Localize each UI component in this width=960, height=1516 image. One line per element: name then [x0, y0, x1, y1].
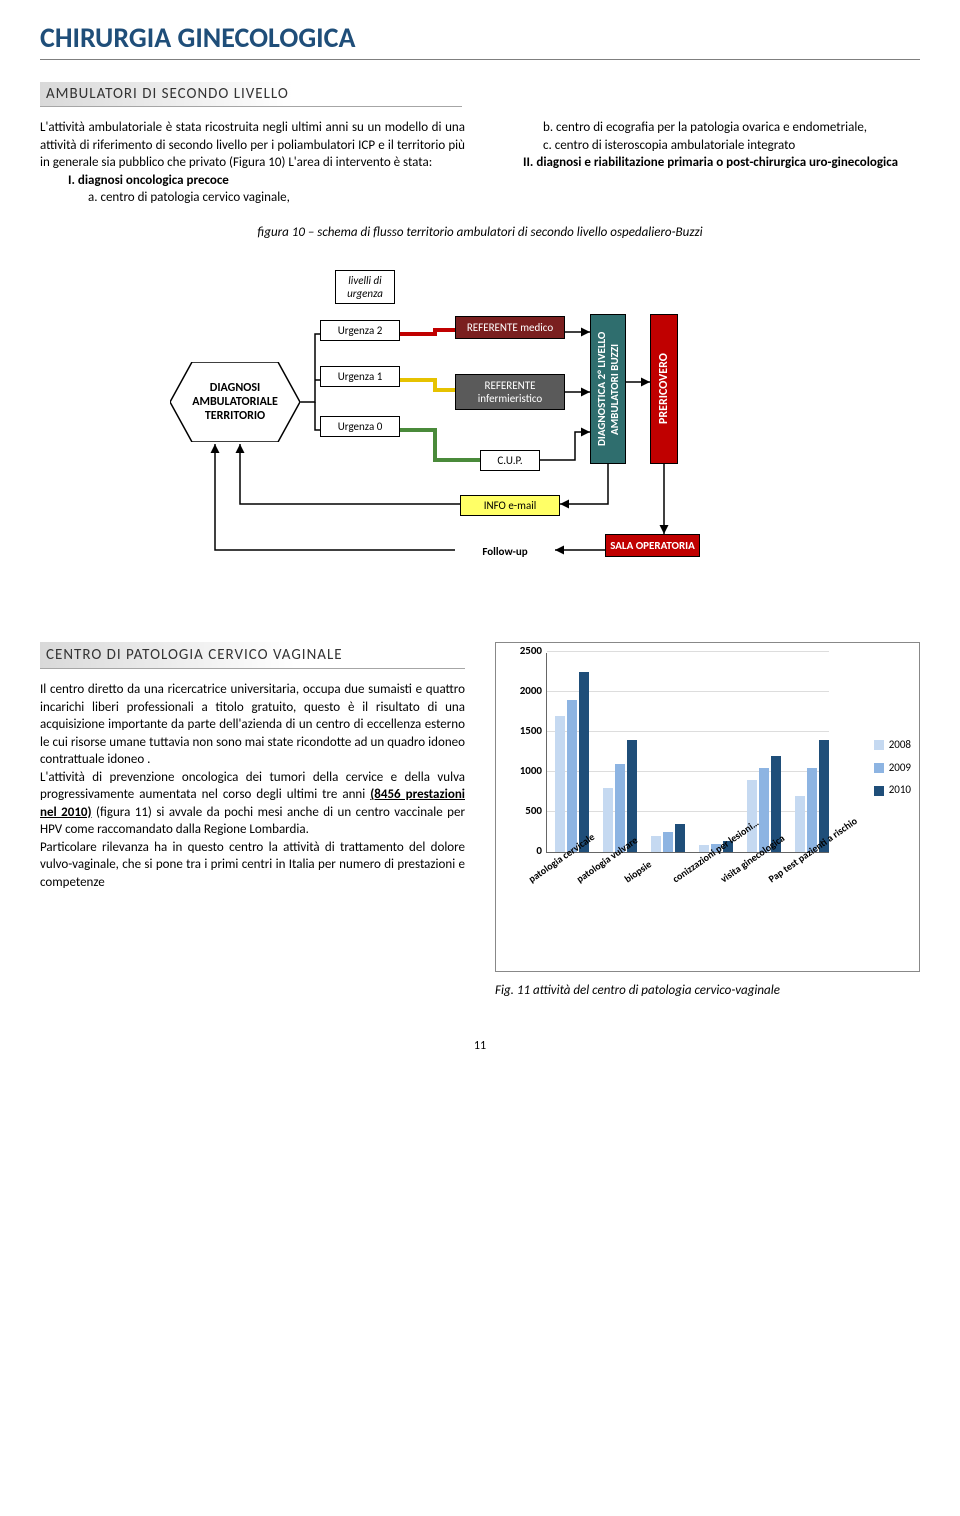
figure-11-caption: Fig. 11 attività del centro di patologia…	[495, 982, 920, 1000]
urgenza-0-box: Urgenza 0	[320, 416, 400, 437]
legend-item: 2010	[874, 783, 911, 798]
document-title: CHIRURGIA GINECOLOGICA	[40, 20, 920, 55]
prericovero-box: PRERICOVERO	[650, 314, 678, 464]
y-tick: 1000	[507, 764, 542, 779]
bar	[567, 700, 577, 852]
bar	[579, 672, 589, 852]
intro-columns: L'attività ambulatoriale è stata ricostr…	[40, 119, 920, 207]
section-heading-2: CENTRO DI PATOLOGIA CERVICO VAGINALE	[40, 642, 465, 669]
bar	[651, 836, 661, 852]
list-item-I: I. diagnosi oncologica precoce	[40, 172, 465, 190]
sala-operatoria-box: SALA OPERATORIA	[605, 534, 700, 557]
list-item-II: II. diagnosi e riabilitazione primaria o…	[495, 154, 920, 172]
bottom-columns: CENTRO DI PATOLOGIA CERVICO VAGINALE Il …	[40, 642, 920, 1000]
paragraph-2: Il centro diretto da una ricercatrice un…	[40, 681, 465, 769]
diagnostica-box: DIAGNOSTICA 2° LIVELLO AMBULATORI BUZZI	[590, 314, 626, 464]
chart-legend: 2008 2009 2010	[874, 738, 911, 807]
bar-chart: 0 500 1000 1500 2000 2500 2008 2009 2010 patolo…	[495, 642, 920, 972]
bar	[675, 824, 685, 852]
list-item-a: a. centro di patologia cervico vaginale,	[40, 189, 465, 207]
bar	[795, 796, 805, 852]
bar	[663, 832, 673, 852]
hexagon-diagnosi: DIAGNOSI AMBULATORIALE TERRITORIO	[170, 362, 300, 442]
referente-infermieristico-box: REFERENTE infermieristico	[455, 374, 565, 410]
paragraph-3: L'attività di prevenzione oncologica dei…	[40, 769, 465, 839]
y-tick: 0	[507, 844, 542, 859]
page-number: 11	[40, 1039, 920, 1053]
referente-medico-box: REFERENTE medico	[455, 316, 565, 339]
info-email-box: INFO e-mail	[460, 495, 560, 516]
bar-group	[651, 824, 687, 852]
cup-box: C.U.P.	[480, 450, 540, 471]
y-tick: 2500	[507, 644, 542, 659]
bar	[603, 788, 613, 852]
x-label: visita ginecologica	[718, 869, 734, 886]
bar-group	[555, 672, 591, 852]
livelli-box: livelli di urgenza	[335, 270, 395, 304]
y-tick: 2000	[507, 684, 542, 699]
y-tick: 500	[507, 804, 542, 819]
section-heading-1: AMBULATORI DI SECONDO LIVELLO	[40, 82, 462, 107]
x-label: conizzazioni per lesioni…	[670, 869, 686, 886]
x-label: patologia cervicale	[526, 869, 542, 886]
list-item-c: c. centro di isteroscopia ambulatoriale …	[495, 137, 920, 155]
y-tick: 1500	[507, 724, 542, 739]
paragraph-4: Particolare rilevanza ha in questo centr…	[40, 839, 465, 892]
bar	[555, 716, 565, 852]
x-label: patologia vulvare	[574, 869, 590, 886]
urgenza-1-box: Urgenza 1	[320, 366, 400, 387]
flow-diagram: DIAGNOSI AMBULATORIALE TERRITORIO livell…	[160, 252, 800, 612]
intro-paragraph: L'attività ambulatoriale è stata ricostr…	[40, 119, 465, 172]
title-underline	[40, 59, 920, 60]
urgenza-2-box: Urgenza 2	[320, 320, 400, 341]
followup-box: Follow-up	[455, 542, 555, 561]
list-item-b: b. centro di ecografia per la patologia …	[495, 119, 920, 137]
figure-10-caption: figura 10 – schema di flusso territorio …	[40, 225, 920, 240]
legend-item: 2008	[874, 738, 911, 753]
x-label: Pap test pazienti a rischio	[766, 869, 782, 886]
x-label: biopsie	[622, 869, 638, 886]
legend-item: 2009	[874, 761, 911, 776]
